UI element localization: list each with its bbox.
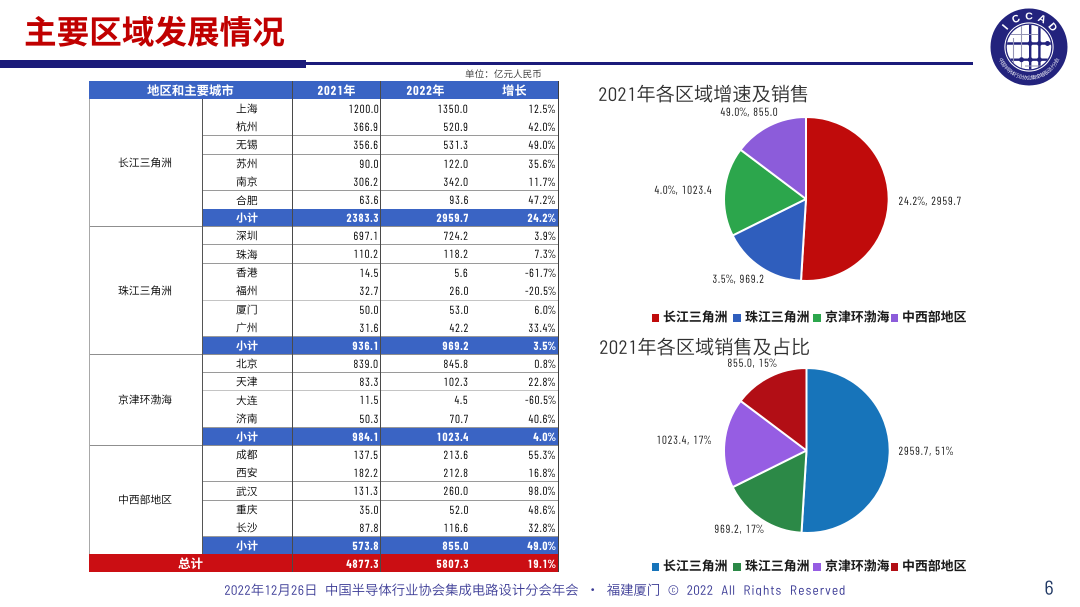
svg-text:C: C [1025, 10, 1033, 22]
svg-text:I: I [1000, 22, 1011, 32]
